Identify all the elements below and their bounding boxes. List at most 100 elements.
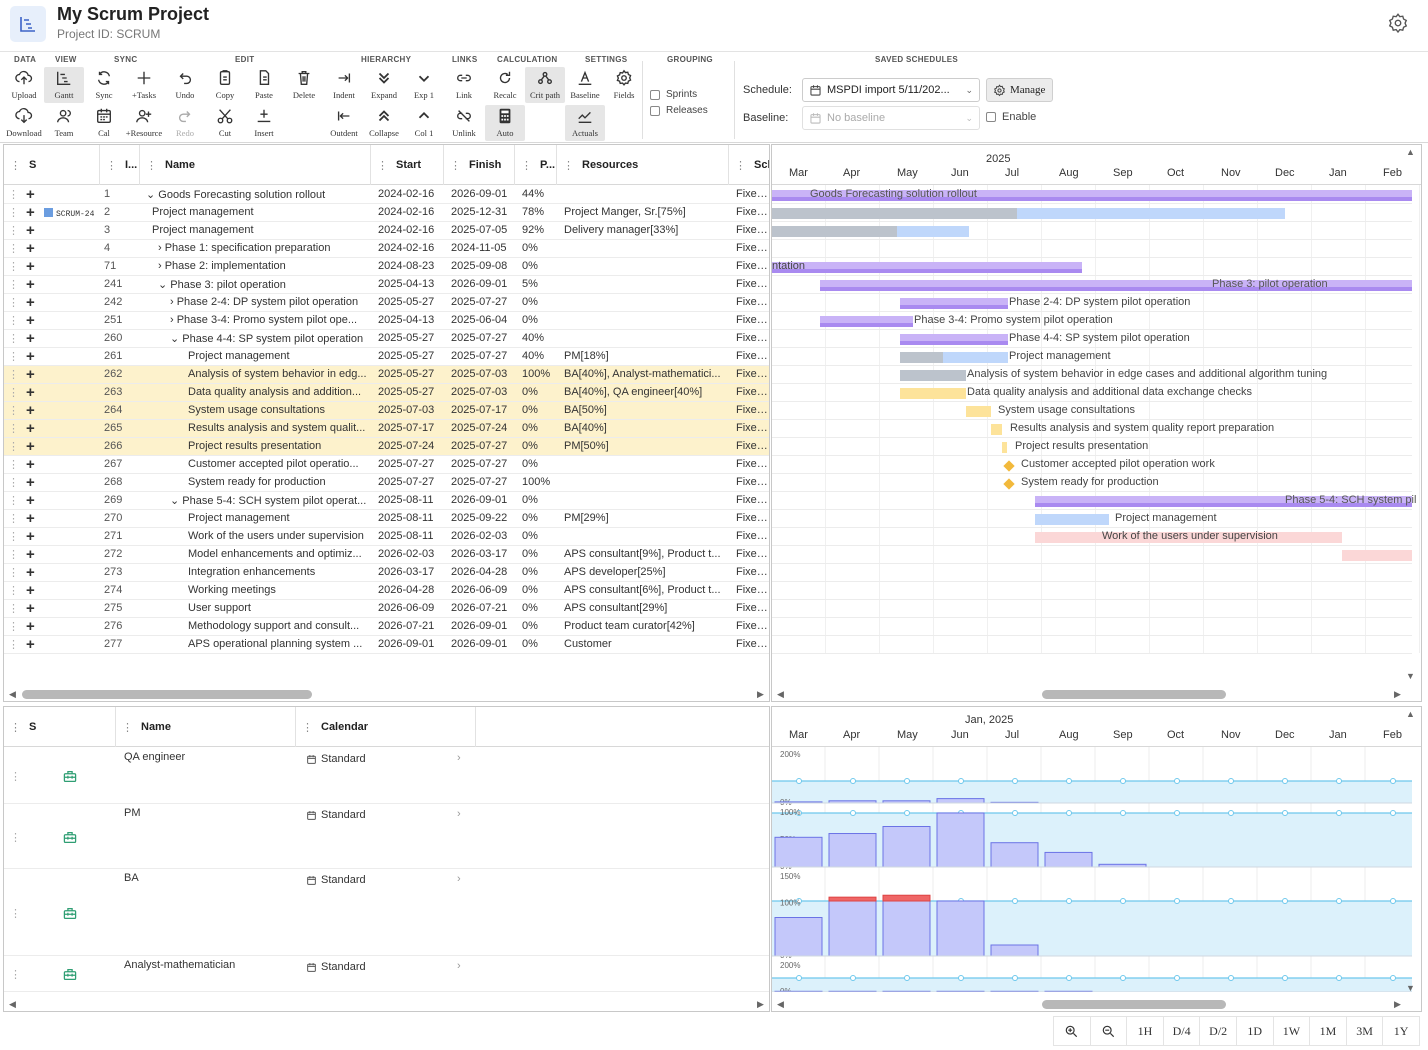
zoom-in-button[interactable] (1053, 1016, 1091, 1046)
task-finish[interactable]: 2025-07-27 (451, 440, 508, 452)
task-schedule-type[interactable]: Fixed d (736, 296, 770, 308)
task-progress[interactable]: 0% (522, 458, 538, 470)
add-row-icon[interactable]: + (26, 384, 35, 401)
gantt-bar[interactable] (772, 262, 1082, 273)
gantt-bar[interactable] (772, 208, 1017, 219)
task-grid-scrollbar[interactable] (22, 690, 312, 699)
sprints-checkbox[interactable]: Sprints (650, 89, 697, 100)
task-finish[interactable]: 2025-07-17 (451, 404, 508, 416)
col-header-name[interactable]: ⋮ Name (116, 707, 296, 747)
add-row-icon[interactable]: + (26, 222, 35, 239)
task-progress[interactable]: 0% (522, 620, 538, 632)
drag-handle[interactable]: ⋮ (8, 513, 19, 525)
task-name[interactable]: Work of the users under supervision (188, 530, 364, 542)
task-start[interactable]: 2025-07-27 (378, 476, 435, 488)
task-finish[interactable]: 2026-03-17 (451, 548, 508, 560)
drag-handle[interactable]: ⋮ (8, 549, 19, 561)
table-row[interactable]: ⋮ +3 Project management 2024-02-16 2025-07-0… (4, 222, 769, 240)
table-row[interactable]: ⋮ +4 › Phase 1: specification preparation 2… (4, 240, 769, 258)
table-row[interactable]: ⋮ +242 › Phase 2-4: DP system pilot operat… (4, 294, 769, 312)
task-finish[interactable]: 2026-09-01 (451, 278, 508, 290)
table-row[interactable]: ⋮ +1 ⌄ Goods Forecasting solution rollout 2… (4, 186, 769, 204)
task-resources[interactable]: PM[29%] (564, 512, 609, 524)
zoom-d4-button[interactable]: D/4 (1162, 1016, 1201, 1046)
task-finish[interactable]: 2026-09-01 (451, 494, 508, 506)
add-row-icon[interactable]: + (26, 528, 35, 545)
add-row-icon[interactable]: + (26, 276, 35, 293)
table-row[interactable]: ⋮ +274 Working meetings 2026-04-28 2026-06-0… (4, 582, 769, 600)
add-resource-button[interactable]: +Resource (124, 105, 164, 141)
manage-button[interactable]: Manage (986, 78, 1053, 102)
drag-handle[interactable]: ⋮ (8, 225, 19, 237)
gantt-bar[interactable] (900, 388, 966, 399)
table-row[interactable]: ⋮ +272 Model enhancements and optimiz... 20… (4, 546, 769, 564)
task-resources[interactable]: PM[18%] (564, 350, 609, 362)
task-start[interactable]: 2024-02-16 (378, 188, 435, 200)
col-header-0[interactable]: ⋮ S (4, 145, 100, 185)
task-start[interactable]: 2024-08-23 (378, 260, 435, 272)
delete-button[interactable]: Delete (284, 67, 324, 103)
drag-handle[interactable]: ⋮ (10, 908, 21, 920)
task-progress[interactable]: 0% (522, 584, 538, 596)
histogram-scrollbar[interactable] (1042, 1000, 1226, 1009)
table-row[interactable]: ⋮ +267 Customer accepted pilot operatio...… (4, 456, 769, 474)
zoom-1y-button[interactable]: 1Y (1382, 1016, 1420, 1046)
col-header-5[interactable]: ⋮ P... (515, 145, 557, 185)
task-finish[interactable]: 2026-04-28 (451, 566, 508, 578)
gantt-bar[interactable] (772, 190, 1412, 201)
resource-row[interactable]: ⋮ BA Standard › (4, 869, 769, 956)
scroll-up-arrow[interactable]: ▲ (1406, 147, 1415, 157)
task-finish[interactable]: 2025-09-08 (451, 260, 508, 272)
task-name[interactable]: ⌄ Phase 3: pilot operation (158, 279, 286, 291)
table-row[interactable]: ⋮ +269 ⌄ Phase 5-4: SCH system pilot opera… (4, 492, 769, 510)
chevron-right-icon[interactable]: › (457, 808, 461, 820)
task-schedule-type[interactable]: Fixed d (736, 386, 770, 398)
task-start[interactable]: 2025-07-17 (378, 422, 435, 434)
task-start[interactable]: 2025-05-27 (378, 332, 435, 344)
drag-handle[interactable]: ⋮ (8, 531, 19, 543)
add-tasks-button[interactable]: +Tasks (124, 67, 164, 103)
upload-button[interactable]: Upload (4, 67, 44, 103)
resource-name[interactable]: PM (124, 807, 141, 819)
indent-button[interactable]: Indent (324, 67, 364, 103)
add-row-icon[interactable]: + (26, 456, 35, 473)
expand-one-button[interactable]: Exp 1 (404, 67, 444, 103)
resource-calendar[interactable]: Standard (306, 753, 366, 765)
task-progress[interactable]: 44% (522, 188, 545, 200)
drag-handle[interactable]: ⋮ (8, 423, 19, 435)
scroll-down-arrow[interactable]: ▼ (1406, 671, 1415, 681)
resource-name[interactable]: BA (124, 872, 139, 884)
undo-button[interactable]: Undo (165, 67, 205, 103)
task-schedule-type[interactable]: Fixed d (736, 512, 770, 524)
add-row-icon[interactable]: + (26, 330, 35, 347)
table-row[interactable]: ⋮ +275 User support 2026-06-09 2026-07-21 0% A… (4, 600, 769, 618)
task-start[interactable]: 2026-07-21 (378, 620, 435, 632)
task-progress[interactable]: 78% (522, 206, 545, 218)
task-progress[interactable]: 5% (522, 278, 538, 290)
table-row[interactable]: ⋮ +268 System ready for production 2025-07-… (4, 474, 769, 492)
col-header-4[interactable]: ⋮ Finish (444, 145, 515, 185)
task-name[interactable]: Analysis of system behavior in edg... (188, 368, 367, 380)
col-header-3[interactable]: ⋮ Start (371, 145, 444, 185)
col-header-7[interactable]: ⋮Sch (729, 145, 769, 185)
recalc-button[interactable]: Recalc (485, 67, 525, 103)
task-finish[interactable]: 2025-07-27 (451, 296, 508, 308)
gantt-bar[interactable] (900, 370, 966, 381)
task-progress[interactable]: 0% (522, 386, 538, 398)
add-row-icon[interactable]: + (26, 492, 35, 509)
add-row-icon[interactable]: + (26, 618, 35, 635)
task-progress[interactable]: 0% (522, 296, 538, 308)
task-resources[interactable]: Product team curator[42%] (564, 620, 695, 632)
gantt-bar[interactable] (1017, 208, 1285, 219)
milestone-diamond[interactable] (1003, 478, 1015, 490)
zoom-1h-button[interactable]: 1H (1126, 1016, 1164, 1046)
resource-row[interactable]: ⋮ Analyst-mathematician Standard › (4, 956, 769, 992)
task-resources[interactable]: APS consultant[9%], Product t... (564, 548, 721, 560)
task-progress[interactable]: 0% (522, 242, 538, 254)
task-name[interactable]: System usage consultations (188, 404, 325, 416)
scroll-right-arrow[interactable]: ▶ (757, 689, 764, 699)
col-header-2[interactable]: ⋮ Name (140, 145, 371, 185)
milestone-diamond[interactable] (1003, 460, 1015, 472)
gantt-scrollbar[interactable] (1042, 690, 1226, 699)
unlink-button[interactable]: Unlink (444, 105, 484, 141)
